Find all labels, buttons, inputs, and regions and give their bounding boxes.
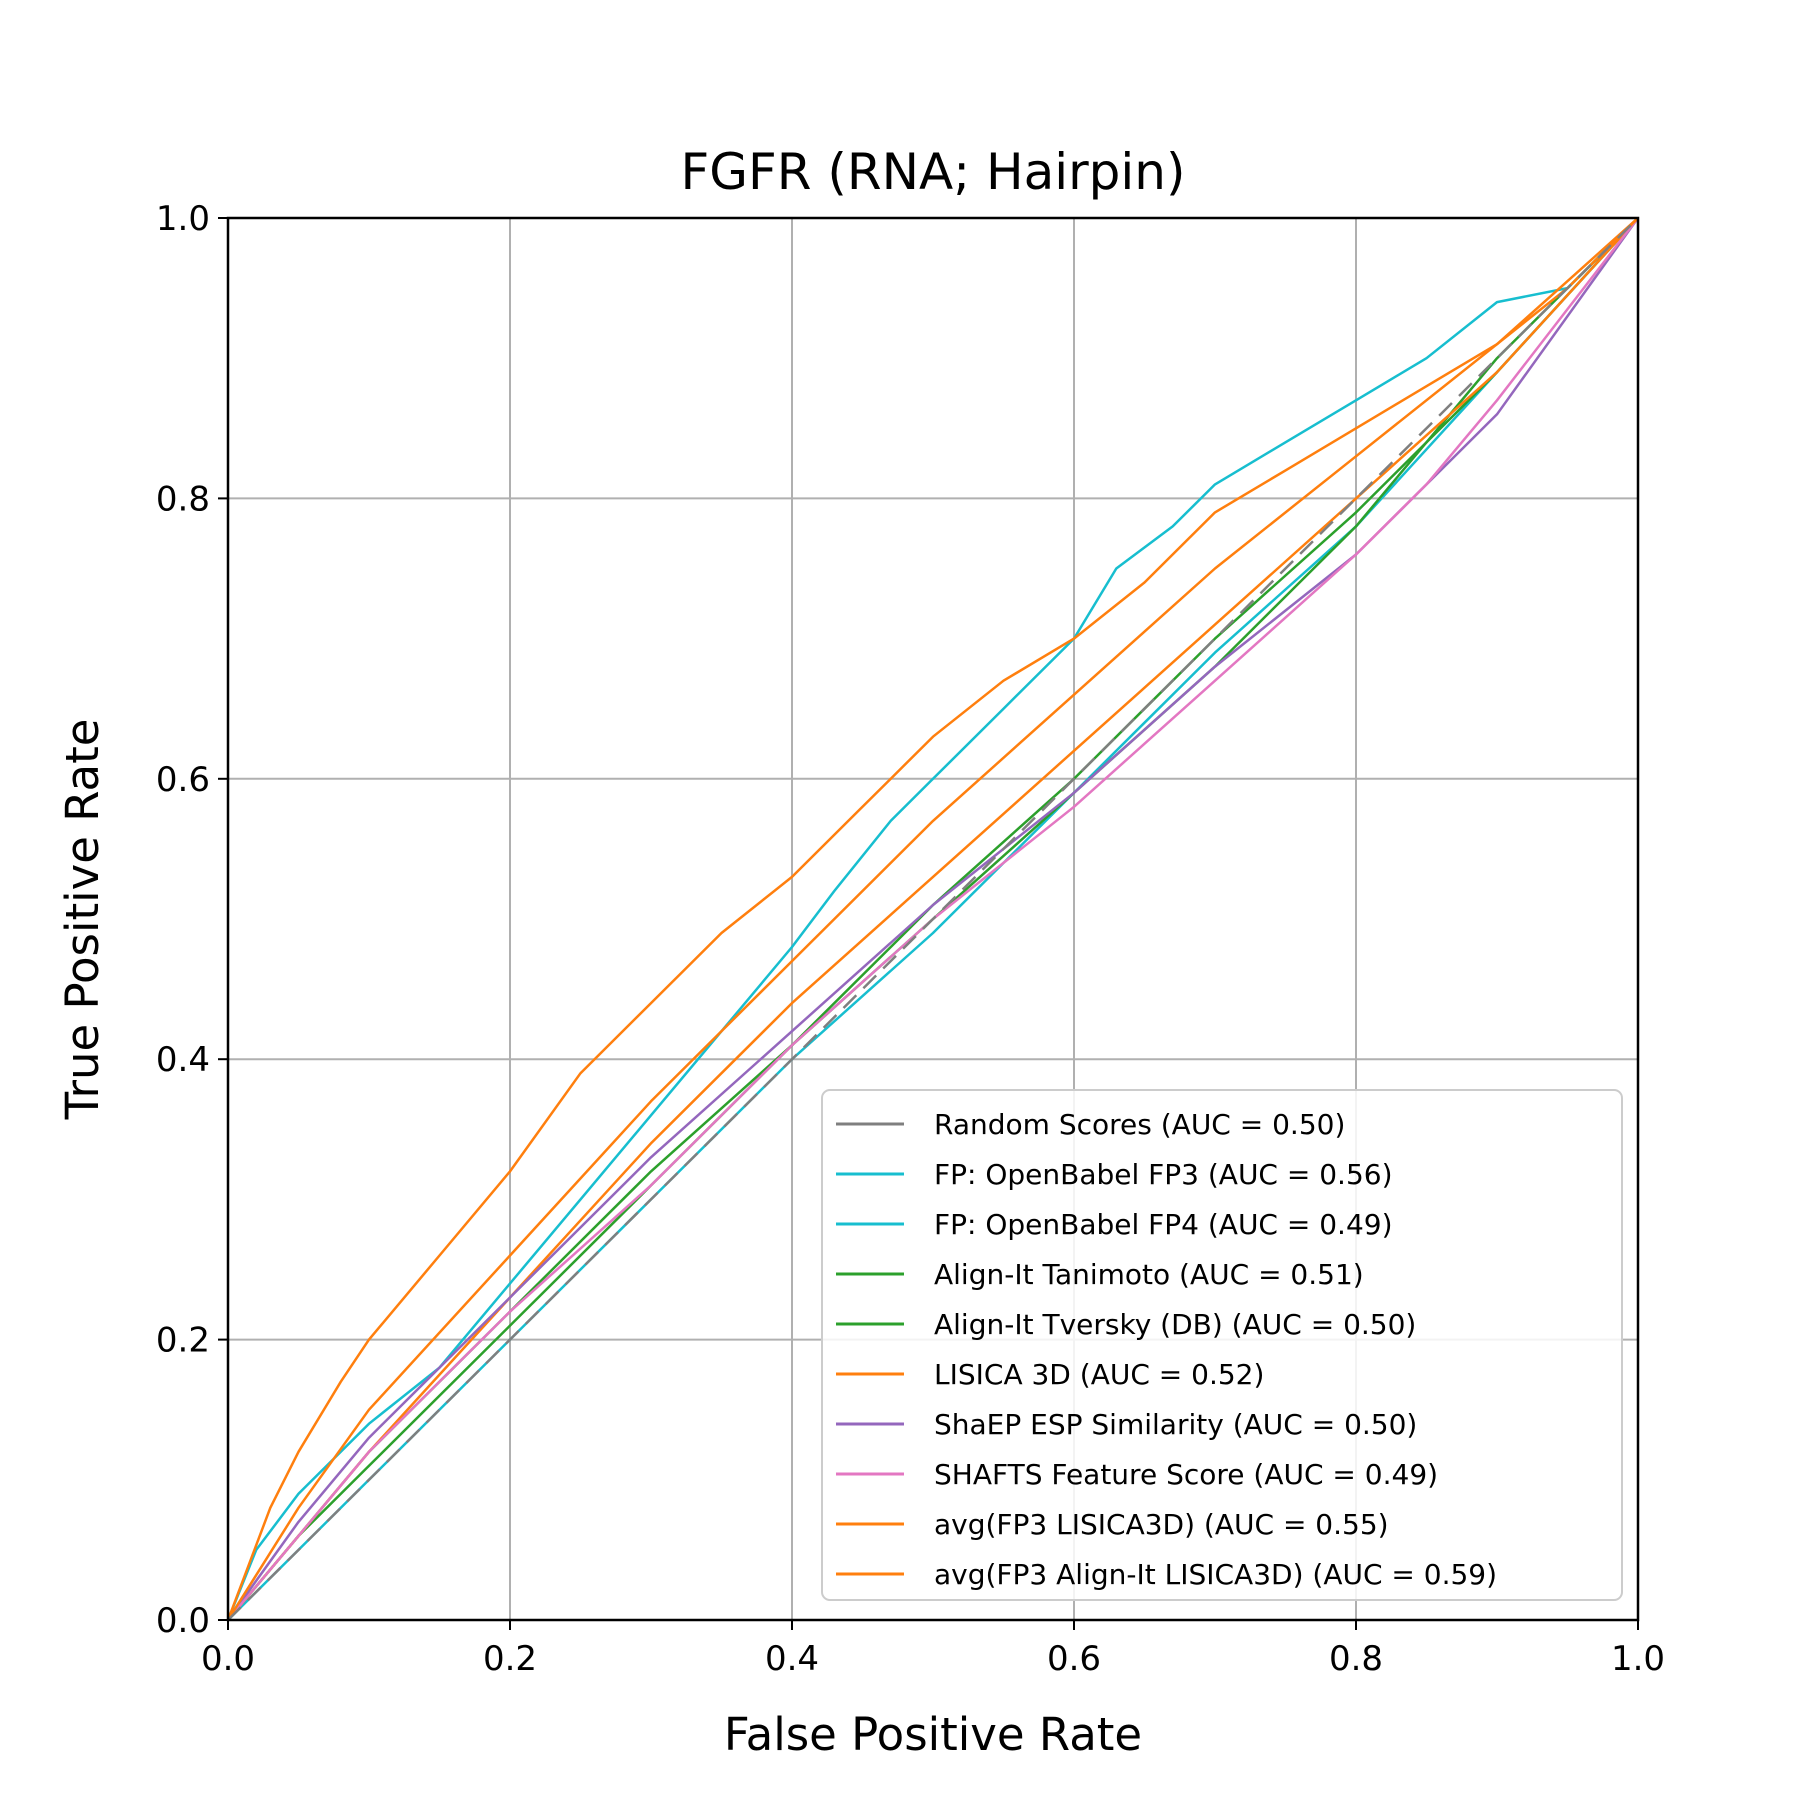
x-tick-label: 1.0 [1611, 1639, 1665, 1679]
y-tick-label: 0.2 [156, 1321, 210, 1361]
legend-entry-label: Random Scores (AUC = 0.50) [934, 1108, 1345, 1141]
series-line-1 [228, 218, 1638, 1620]
chart-title: FGFR (RNA; Hairpin) [680, 143, 1185, 201]
y-tick-label: 1.0 [156, 199, 210, 239]
legend-entry-label: LISICA 3D (AUC = 0.52) [934, 1358, 1264, 1391]
series-line-8 [228, 218, 1638, 1620]
legend-entry-label: Align-It Tanimoto (AUC = 0.51) [934, 1258, 1364, 1291]
legend-entry-label: FP: OpenBabel FP3 (AUC = 0.56) [934, 1158, 1393, 1191]
series-lines [228, 218, 1638, 1620]
x-tick-label: 0.0 [201, 1639, 255, 1679]
y-tick-label: 0.8 [156, 479, 210, 519]
y-axis-ticks: 0.0 0.2 0.4 0.6 0.8 1.0 [156, 199, 228, 1641]
y-tick-label: 0.0 [156, 1601, 210, 1641]
legend-entry-label: avg(FP3 LISICA3D) (AUC = 0.55) [934, 1508, 1389, 1541]
legend: Random Scores (AUC = 0.50) FP: OpenBabel … [821, 1089, 1623, 1601]
plot-frame [226, 216, 1640, 1622]
legend-entry-label: FP: OpenBabel FP4 (AUC = 0.49) [934, 1208, 1393, 1241]
series-line-9 [228, 218, 1638, 1620]
y-tick-label: 0.6 [156, 760, 210, 800]
legend-entry-label: avg(FP3 Align-It LISICA3D) (AUC = 0.59) [934, 1558, 1497, 1591]
legend-entry-label: ShaEP ESP Similarity (AUC = 0.50) [934, 1408, 1417, 1441]
x-axis-ticks: 0.0 0.2 0.4 0.6 0.8 1.0 [201, 1620, 1665, 1679]
legend-box [821, 1089, 1623, 1601]
x-tick-label: 0.8 [1329, 1639, 1383, 1679]
x-tick-label: 0.6 [1047, 1639, 1101, 1679]
x-axis-label: False Positive Rate [724, 1708, 1142, 1761]
legend-entry-label: SHAFTS Feature Score (AUC = 0.49) [934, 1458, 1438, 1491]
x-tick-label: 0.4 [765, 1639, 819, 1679]
y-axis-label: True Positive Rate [56, 719, 109, 1121]
x-tick-label: 0.2 [483, 1639, 537, 1679]
series-line-0 [228, 218, 1638, 1620]
y-tick-label: 0.4 [156, 1040, 210, 1080]
legend-entry-label: Align-It Tversky (DB) (AUC = 0.50) [934, 1308, 1416, 1341]
